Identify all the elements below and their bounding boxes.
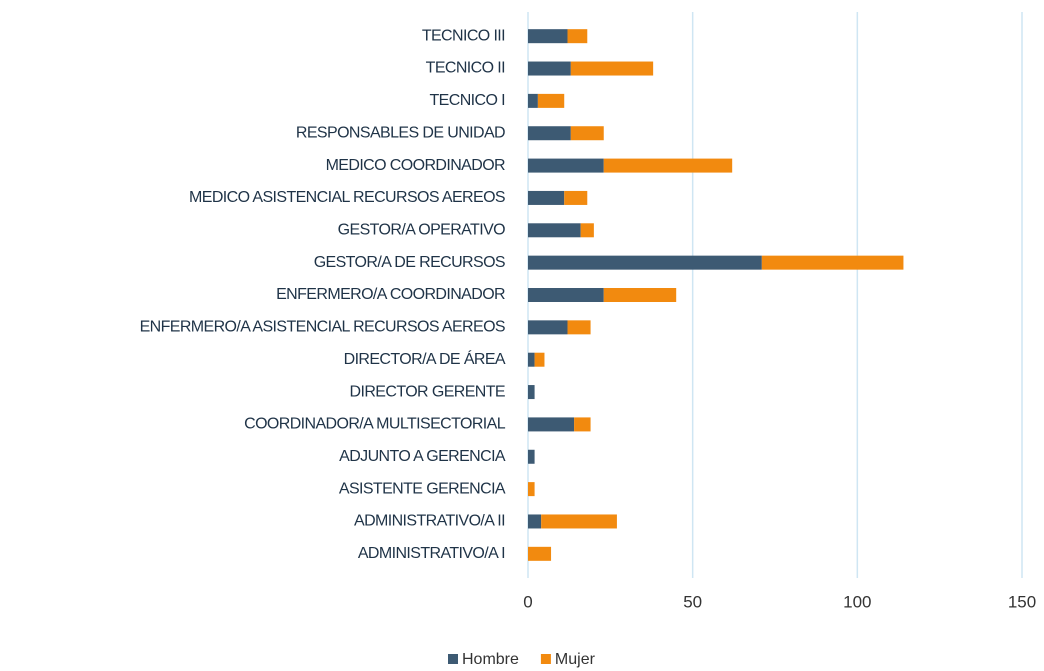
bar-segment bbox=[528, 61, 571, 76]
legend-swatch bbox=[448, 654, 458, 664]
bar-segment bbox=[567, 29, 588, 44]
bar-segment bbox=[528, 449, 535, 464]
y-tick-label: RESPONSABLES DE UNIDAD bbox=[296, 124, 505, 141]
y-tick-label: TECNICO II bbox=[426, 60, 505, 77]
x-tick-label: 100 bbox=[843, 592, 871, 611]
y-tick-label: ADMINISTRATIVO/A I bbox=[358, 545, 505, 562]
bar-segment bbox=[541, 514, 617, 529]
y-tick-label: MEDICO COORDINADOR bbox=[326, 157, 505, 174]
bar-segment bbox=[761, 255, 904, 270]
bar-segment bbox=[528, 93, 538, 108]
bar-segment bbox=[528, 158, 604, 173]
bar-segment bbox=[528, 417, 575, 432]
bar-segment bbox=[570, 126, 604, 141]
y-tick-label: TECNICO I bbox=[430, 92, 506, 109]
bar-segment bbox=[528, 352, 535, 367]
bar-segment bbox=[570, 61, 654, 76]
bar-segment bbox=[528, 482, 535, 497]
x-tick-label: 0 bbox=[523, 592, 532, 611]
bar-segment bbox=[528, 546, 552, 561]
bar-segment bbox=[528, 255, 762, 270]
legend-swatch bbox=[540, 654, 551, 664]
legend-label: Hombre bbox=[462, 651, 519, 668]
bar-segment bbox=[528, 190, 565, 205]
y-tick-label: COORDINADOR/A MULTISECTORIAL bbox=[244, 416, 506, 433]
y-tick-label: ENFERMERO/A COORDINADOR bbox=[276, 286, 505, 303]
bar-segment bbox=[528, 288, 604, 302]
y-tick-label: ADJUNTO A GERENCIA bbox=[339, 448, 506, 465]
bar-segment bbox=[528, 385, 535, 400]
y-tick-label: MEDICO ASISTENCIAL RECURSOS AEREOS bbox=[189, 189, 505, 206]
bar-segment bbox=[528, 29, 568, 44]
bar-segment bbox=[603, 288, 677, 302]
y-tick-label: DIRECTOR/A DE ÁREA bbox=[344, 349, 506, 368]
bar-segment bbox=[564, 190, 588, 205]
bar-segment bbox=[567, 320, 591, 335]
y-tick-label: ADMINISTRATIVO/A II bbox=[354, 513, 505, 530]
bar-segment bbox=[537, 93, 565, 108]
bar-segment bbox=[534, 352, 545, 367]
x-tick-label: 50 bbox=[683, 592, 702, 611]
bar-segment bbox=[528, 320, 568, 335]
y-tick-label: GESTOR/A OPERATIVO bbox=[338, 222, 505, 239]
bar-segment bbox=[528, 514, 542, 529]
bar-segment bbox=[528, 223, 581, 238]
y-tick-label: GESTOR/A DE RECURSOS bbox=[314, 254, 505, 271]
y-tick-label: DIRECTOR GERENTE bbox=[350, 383, 505, 400]
y-tick-label: ASISTENTE GERENCIA bbox=[339, 480, 506, 497]
bar-segment bbox=[574, 417, 591, 432]
y-tick-label: ENFERMERO/A ASISTENCIAL RECURSOS AEREOS bbox=[140, 319, 505, 336]
bar-segment bbox=[580, 223, 594, 238]
x-tick-label: 150 bbox=[1008, 592, 1036, 611]
y-tick-label: TECNICO III bbox=[422, 27, 505, 44]
bar-segment bbox=[603, 158, 733, 173]
legend-label: Mujer bbox=[555, 651, 596, 668]
bar-segment bbox=[528, 126, 571, 141]
